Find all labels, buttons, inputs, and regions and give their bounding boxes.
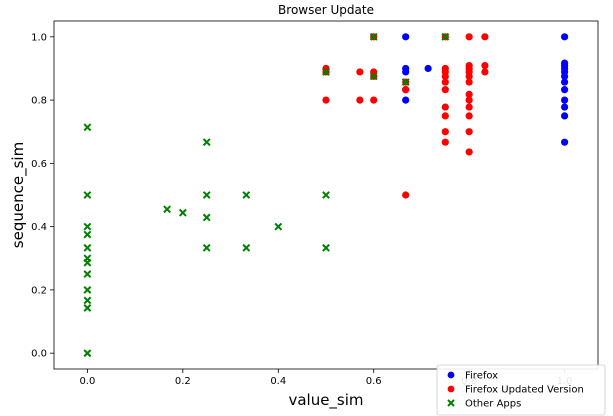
legend-label: Firefox Updated Version bbox=[465, 385, 584, 396]
data-point bbox=[402, 86, 410, 94]
legend-marker bbox=[447, 399, 455, 407]
data-point bbox=[83, 304, 92, 312]
data-point bbox=[274, 222, 283, 231]
series-firefox bbox=[402, 33, 569, 146]
data-point bbox=[402, 191, 410, 199]
data-point bbox=[356, 68, 364, 76]
x-tick-label: 0.4 bbox=[270, 376, 286, 387]
data-point bbox=[402, 96, 410, 104]
data-point bbox=[402, 68, 410, 76]
x-axis-label: value_sim bbox=[288, 391, 363, 410]
data-point bbox=[202, 243, 211, 252]
data-point bbox=[369, 32, 378, 41]
legend-label: Firefox bbox=[465, 371, 498, 382]
x-tick-label: 0.0 bbox=[79, 376, 95, 387]
data-point bbox=[560, 86, 569, 94]
data-point bbox=[83, 286, 92, 294]
data-point bbox=[83, 258, 92, 267]
data-point bbox=[402, 33, 410, 41]
data-point bbox=[465, 90, 473, 98]
series-other-apps bbox=[83, 32, 450, 358]
y-tick-label: 0.8 bbox=[31, 96, 47, 107]
data-point bbox=[83, 230, 92, 239]
data-point bbox=[465, 72, 473, 80]
data-point bbox=[83, 349, 92, 358]
data-point bbox=[441, 78, 449, 86]
data-point bbox=[441, 103, 449, 111]
legend-label: Other Apps bbox=[465, 399, 521, 410]
data-point bbox=[560, 33, 569, 41]
data-point bbox=[83, 123, 92, 132]
data-point bbox=[465, 112, 473, 120]
data-point bbox=[465, 33, 473, 41]
y-axis-label: sequence_sim bbox=[9, 142, 28, 248]
data-point bbox=[322, 96, 330, 104]
data-point bbox=[560, 103, 569, 111]
data-point bbox=[441, 112, 449, 120]
data-point bbox=[178, 208, 187, 217]
data-point bbox=[465, 96, 473, 104]
series-firefox-updated-version bbox=[322, 33, 489, 199]
data-point bbox=[83, 191, 92, 199]
data-point bbox=[441, 32, 450, 41]
data-point bbox=[401, 78, 410, 86]
data-point bbox=[163, 205, 172, 214]
data-point bbox=[202, 138, 211, 147]
data-point bbox=[242, 191, 251, 199]
legend-marker bbox=[447, 385, 455, 393]
x-tick-label: 0.6 bbox=[366, 376, 382, 387]
y-tick-label: 0.4 bbox=[31, 222, 47, 233]
data-point bbox=[202, 191, 211, 199]
data-point bbox=[465, 78, 473, 86]
legend-marker bbox=[447, 371, 455, 379]
y-tick-label: 0.6 bbox=[31, 159, 47, 170]
data-point bbox=[441, 72, 449, 80]
data-point bbox=[481, 62, 489, 70]
data-point bbox=[83, 270, 92, 278]
data-point bbox=[369, 72, 378, 81]
data-point bbox=[560, 78, 569, 86]
data-point bbox=[322, 243, 330, 252]
data-point bbox=[370, 96, 378, 104]
data-point bbox=[424, 64, 432, 73]
data-point bbox=[560, 112, 569, 120]
data-point bbox=[481, 68, 489, 76]
data-point bbox=[322, 191, 330, 199]
data-points bbox=[83, 32, 569, 358]
data-point bbox=[242, 243, 251, 252]
data-point bbox=[465, 103, 473, 111]
data-point bbox=[481, 33, 489, 41]
data-point bbox=[441, 138, 449, 146]
data-point bbox=[83, 243, 92, 252]
data-point bbox=[441, 86, 449, 94]
x-tick-label: 0.2 bbox=[175, 376, 191, 387]
y-axis: 0.0 0.2 0.4 0.6 0.8 1.0 bbox=[31, 32, 54, 360]
data-point bbox=[83, 222, 92, 231]
y-tick-label: 1.0 bbox=[31, 32, 47, 43]
chart-title: Browser Update bbox=[278, 3, 374, 17]
data-point bbox=[560, 96, 569, 104]
data-point bbox=[560, 138, 569, 146]
data-point bbox=[356, 96, 364, 104]
data-point bbox=[83, 296, 92, 305]
data-point bbox=[322, 68, 330, 76]
legend: Firefox Firefox Updated Version Other Apps bbox=[436, 364, 606, 416]
plot-frame bbox=[53, 20, 599, 370]
legend-box bbox=[436, 364, 606, 416]
data-point bbox=[465, 128, 473, 136]
data-point bbox=[202, 213, 211, 222]
y-tick-label: 0.0 bbox=[31, 349, 47, 360]
data-point bbox=[465, 148, 473, 156]
data-point bbox=[560, 72, 569, 80]
data-point bbox=[441, 128, 449, 136]
y-tick-label: 0.2 bbox=[31, 285, 47, 296]
